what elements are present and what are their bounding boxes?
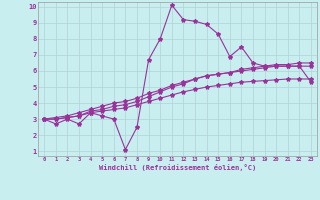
X-axis label: Windchill (Refroidissement éolien,°C): Windchill (Refroidissement éolien,°C) xyxy=(99,164,256,171)
